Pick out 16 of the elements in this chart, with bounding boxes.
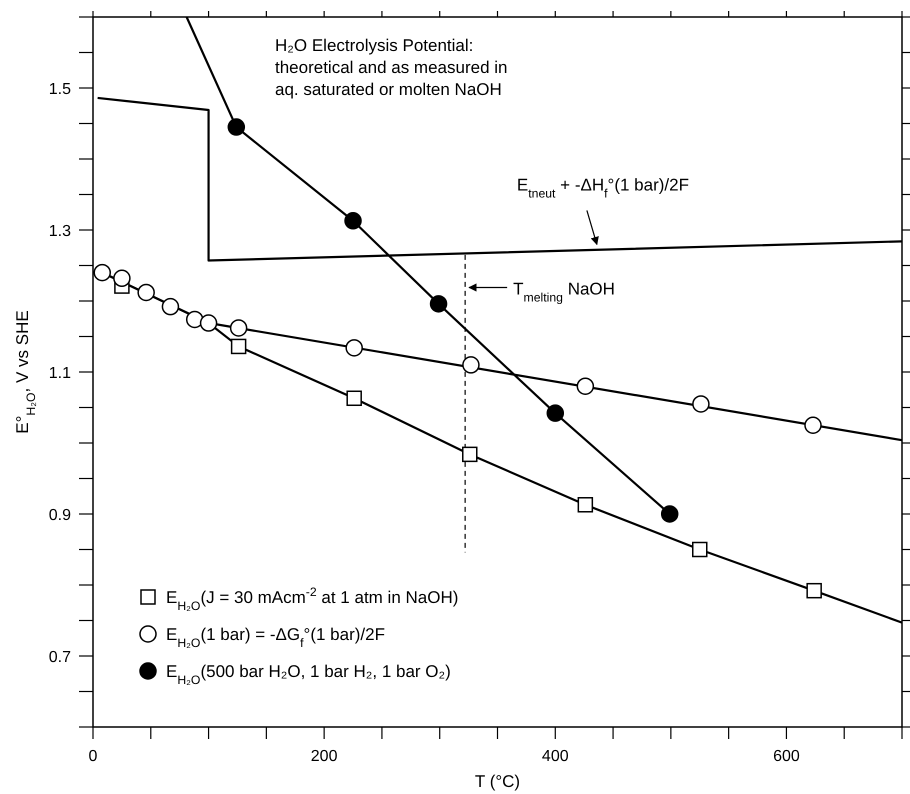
x-tick-label: 0 [88,748,98,765]
x-axis-title: T (°C) [474,772,520,791]
annotation: H₂O Electrolysis Potential: theoretical and as measured in aq. saturated or molten NaOH [275,36,508,99]
x-tick-label: 200 [310,748,338,765]
y-tick-label: 1.3 [48,223,72,240]
legend-label: E$_{H₂O}$(J = 30 mAcm$^{-2}$ at 1 atm in NaOH) [166,585,458,613]
annotation: T$_{melting}$ NaOH [513,280,615,305]
y-tick-label: 0.7 [48,649,72,666]
y-tick-label: 1.5 [48,81,72,98]
x-tick-label: 400 [542,748,569,765]
legend-label: E$_{H₂O}$(500 bar H₂O, 1 bar H₂, 1 bar O₂) [166,662,451,687]
x-tick-label: 600 [773,748,800,765]
annotation: E$_{tneut}$ + -ΔH$_{f}$°(1 bar)/2F [516,175,689,200]
y-tick-label: 0.9 [48,507,72,524]
legend-label: E$_{H₂O}$(1 bar) = -ΔG$_{f}$°(1 bar)/2F [166,625,385,650]
y-tick-label: 1.1 [48,365,72,382]
